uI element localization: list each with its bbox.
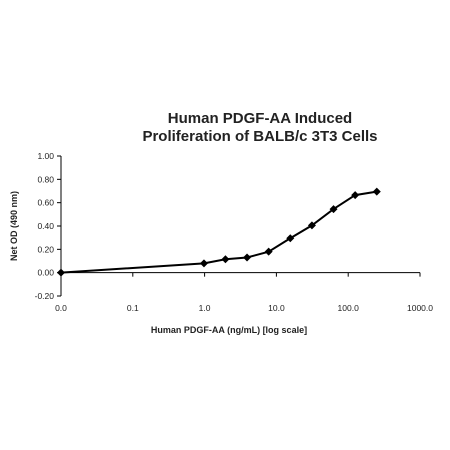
plot-area: 0.0 0.1 1.0 10.0 100.0 1000.0 -0.20 0.00 0.20 0.… [35, 151, 434, 313]
x-tick-label: 0.0 [55, 303, 67, 313]
x-tick-label: 1.0 [199, 303, 211, 313]
data-point [57, 268, 65, 277]
series-markers [57, 187, 381, 277]
data-point [199, 259, 208, 268]
y-tick-label: 0.00 [37, 268, 54, 278]
data-point [372, 187, 381, 196]
x-axis-ticks: 0.0 0.1 1.0 10.0 100.0 1000.0 [55, 272, 433, 313]
series-line [60, 190, 377, 274]
data-point [221, 255, 230, 264]
y-axis-ticks: -0.20 0.00 0.20 0.40 0.60 0.80 1.00 [35, 151, 61, 301]
y-tick-label: 0.80 [37, 174, 54, 184]
x-tick-label: 1000.0 [407, 303, 433, 313]
chart-title-line-1: Human PDGF-AA Induced [168, 110, 352, 127]
data-point [264, 247, 273, 256]
data-point [351, 191, 360, 200]
x-axis-label: Human PDGF-AA (ng/mL) [log scale] [151, 325, 307, 335]
x-tick-label: 0.1 [127, 303, 139, 313]
y-tick-label: -0.20 [35, 291, 55, 301]
x-tick-label: 100.0 [338, 303, 360, 313]
y-tick-label: 0.60 [37, 198, 54, 208]
y-axis-label: Net OD (490 nm) [9, 191, 19, 261]
y-tick-label: 0.40 [37, 221, 54, 231]
x-tick-label: 10.0 [268, 303, 285, 313]
chart-title-line-2: Proliferation of BALB/c 3T3 Cells [142, 128, 377, 145]
data-point [286, 234, 295, 243]
data-point [243, 253, 252, 262]
data-point [329, 205, 338, 214]
y-tick-label: 1.00 [37, 151, 54, 161]
y-tick-label: 0.20 [37, 244, 54, 254]
data-point [307, 221, 316, 230]
